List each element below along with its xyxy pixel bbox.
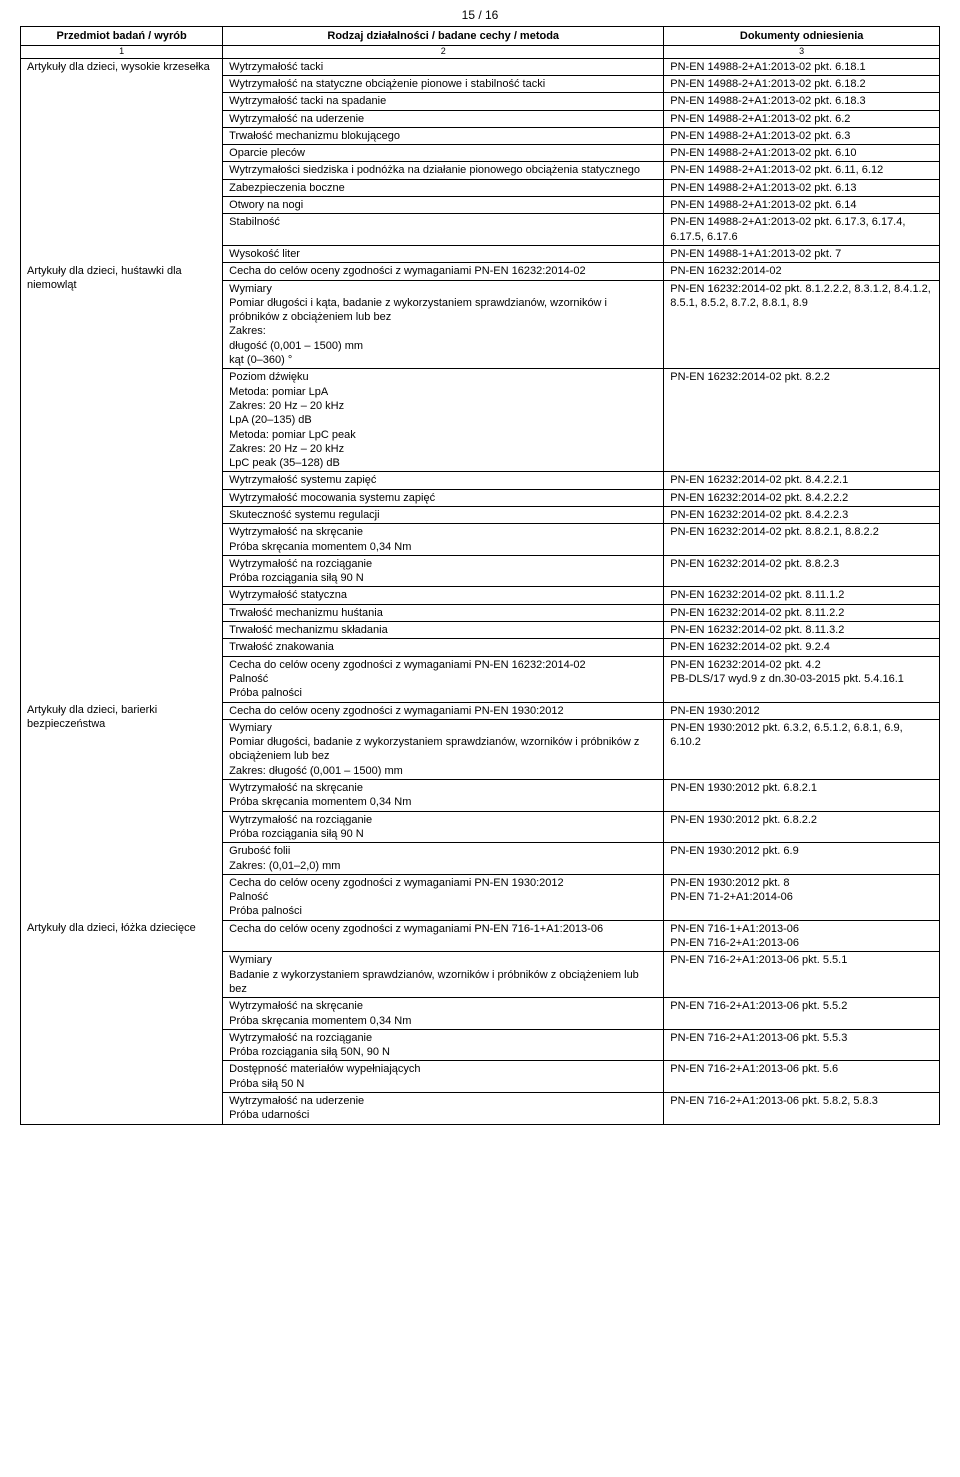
doc-cell: PN-EN 16232:2014-02 pkt. 8.8.2.1, 8.8.2.… bbox=[664, 524, 940, 556]
doc-cell: PN-EN 16232:2014-02 pkt. 4.2 PB-DLS/17 w… bbox=[664, 656, 940, 702]
method-cell: Cecha do celów oceny zgodności z wymagan… bbox=[223, 702, 664, 719]
subject-cell: Artykuły dla dzieci, wysokie krzesełka bbox=[21, 58, 223, 263]
doc-cell: PN-EN 16232:2014-02 pkt. 8.4.2.2.1 bbox=[664, 472, 940, 489]
doc-cell: PN-EN 716-2+A1:2013-06 pkt. 5.5.1 bbox=[664, 952, 940, 998]
method-cell: Wysokość liter bbox=[223, 245, 664, 262]
method-cell: Wytrzymałość systemu zapięć bbox=[223, 472, 664, 489]
method-cell: Cecha do celów oceny zgodności z wymagan… bbox=[223, 874, 664, 920]
col-header-method: Rodzaj działalności / badane cechy / met… bbox=[223, 27, 664, 46]
method-cell: Wytrzymałość na rozciąganie Próba rozcią… bbox=[223, 811, 664, 843]
doc-cell: PN-EN 16232:2014-02 bbox=[664, 263, 940, 280]
col-header-subject: Przedmiot badań / wyrób bbox=[21, 27, 223, 46]
doc-cell: PN-EN 16232:2014-02 pkt. 9.2.4 bbox=[664, 639, 940, 656]
doc-cell: PN-EN 14988-2+A1:2013-02 pkt. 6.11, 6.12 bbox=[664, 162, 940, 179]
col-num-1: 1 bbox=[21, 46, 223, 59]
page-number: 15 / 16 bbox=[20, 8, 940, 22]
doc-cell: PN-EN 16232:2014-02 pkt. 8.4.2.2.3 bbox=[664, 507, 940, 524]
doc-cell: PN-EN 16232:2014-02 pkt. 8.4.2.2.2 bbox=[664, 489, 940, 506]
doc-cell: PN-EN 14988-2+A1:2013-02 pkt. 6.18.1 bbox=[664, 58, 940, 75]
doc-cell: PN-EN 14988-2+A1:2013-02 pkt. 6.18.2 bbox=[664, 75, 940, 92]
method-cell: Wytrzymałość tacki na spadanie bbox=[223, 93, 664, 110]
doc-table: Przedmiot badań / wyrób Rodzaj działalno… bbox=[20, 26, 940, 1125]
method-cell: Otwory na nogi bbox=[223, 197, 664, 214]
doc-cell: PN-EN 716-2+A1:2013-06 pkt. 5.5.2 bbox=[664, 998, 940, 1030]
doc-cell: PN-EN 14988-2+A1:2013-02 pkt. 6.13 bbox=[664, 179, 940, 196]
method-cell: Wytrzymałość na skręcanie Próba skręcani… bbox=[223, 998, 664, 1030]
col-header-docs: Dokumenty odniesienia bbox=[664, 27, 940, 46]
method-cell: Wytrzymałość tacki bbox=[223, 58, 664, 75]
doc-cell: PN-EN 14988-2+A1:2013-02 pkt. 6.17.3, 6.… bbox=[664, 214, 940, 246]
doc-cell: PN-EN 14988-2+A1:2013-02 pkt. 6.18.3 bbox=[664, 93, 940, 110]
method-cell: Skuteczność systemu regulacji bbox=[223, 507, 664, 524]
doc-cell: PN-EN 1930:2012 pkt. 6.3.2, 6.5.1.2, 6.8… bbox=[664, 719, 940, 779]
method-cell: Wymiary Badanie z wykorzystaniem sprawdz… bbox=[223, 952, 664, 998]
method-cell: Dostępność materiałów wypełniających Pró… bbox=[223, 1061, 664, 1093]
doc-cell: PN-EN 14988-2+A1:2013-02 pkt. 6.3 bbox=[664, 127, 940, 144]
method-cell: Zabezpieczenia boczne bbox=[223, 179, 664, 196]
method-cell: Cecha do celów oceny zgodności z wymagan… bbox=[223, 656, 664, 702]
method-cell: Stabilność bbox=[223, 214, 664, 246]
doc-cell: PN-EN 16232:2014-02 pkt. 8.11.3.2 bbox=[664, 622, 940, 639]
doc-cell: PN-EN 716-2+A1:2013-06 pkt. 5.6 bbox=[664, 1061, 940, 1093]
subject-cell: Artykuły dla dzieci, huśtawki dla niemow… bbox=[21, 263, 223, 702]
method-cell: Wytrzymałość mocowania systemu zapięć bbox=[223, 489, 664, 506]
col-num-3: 3 bbox=[664, 46, 940, 59]
method-cell: Wytrzymałość statyczna bbox=[223, 587, 664, 604]
doc-cell: PN-EN 16232:2014-02 pkt. 8.1.2.2.2, 8.3.… bbox=[664, 280, 940, 369]
doc-cell: PN-EN 716-2+A1:2013-06 pkt. 5.8.2, 5.8.3 bbox=[664, 1092, 940, 1124]
method-cell: Trwałość znakowania bbox=[223, 639, 664, 656]
method-cell: Wymiary Pomiar długości, badanie z wykor… bbox=[223, 719, 664, 779]
method-cell: Wytrzymałości siedziska i podnóżka na dz… bbox=[223, 162, 664, 179]
method-cell: Cecha do celów oceny zgodności z wymagan… bbox=[223, 263, 664, 280]
doc-cell: PN-EN 1930:2012 bbox=[664, 702, 940, 719]
method-cell: Wytrzymałość na uderzenie Próba udarnośc… bbox=[223, 1092, 664, 1124]
doc-cell: PN-EN 1930:2012 pkt. 6.8.2.2 bbox=[664, 811, 940, 843]
doc-cell: PN-EN 716-1+A1:2013-06 PN-EN 716-2+A1:20… bbox=[664, 920, 940, 952]
doc-cell: PN-EN 716-2+A1:2013-06 pkt. 5.5.3 bbox=[664, 1029, 940, 1061]
doc-cell: PN-EN 1930:2012 pkt. 6.8.2.1 bbox=[664, 780, 940, 812]
subject-cell: Artykuły dla dzieci, barierki bezpieczeń… bbox=[21, 702, 223, 920]
doc-cell: PN-EN 1930:2012 pkt. 6.9 bbox=[664, 843, 940, 875]
method-cell: Cecha do celów oceny zgodności z wymagan… bbox=[223, 920, 664, 952]
col-num-2: 2 bbox=[223, 46, 664, 59]
subject-cell: Artykuły dla dzieci, łóżka dziecięce bbox=[21, 920, 223, 1124]
method-cell: Wytrzymałość na skręcanie Próba skręcani… bbox=[223, 524, 664, 556]
method-cell: Wytrzymałość na uderzenie bbox=[223, 110, 664, 127]
method-cell: Wytrzymałość na skręcanie Próba skręcani… bbox=[223, 780, 664, 812]
method-cell: Wymiary Pomiar długości i kąta, badanie … bbox=[223, 280, 664, 369]
method-cell: Trwałość mechanizmu składania bbox=[223, 622, 664, 639]
method-cell: Trwałość mechanizmu huśtania bbox=[223, 604, 664, 621]
method-cell: Wytrzymałość na rozciąganie Próba rozcią… bbox=[223, 555, 664, 587]
doc-cell: PN-EN 16232:2014-02 pkt. 8.11.1.2 bbox=[664, 587, 940, 604]
doc-cell: PN-EN 14988-1+A1:2013-02 pkt. 7 bbox=[664, 245, 940, 262]
method-cell: Oparcie pleców bbox=[223, 145, 664, 162]
doc-cell: PN-EN 16232:2014-02 pkt. 8.8.2.3 bbox=[664, 555, 940, 587]
doc-cell: PN-EN 16232:2014-02 pkt. 8.11.2.2 bbox=[664, 604, 940, 621]
method-cell: Wytrzymałość na statyczne obciążenie pio… bbox=[223, 75, 664, 92]
doc-cell: PN-EN 14988-2+A1:2013-02 pkt. 6.10 bbox=[664, 145, 940, 162]
method-cell: Grubość folii Zakres: (0,01–2,0) mm bbox=[223, 843, 664, 875]
doc-cell: PN-EN 16232:2014-02 pkt. 8.2.2 bbox=[664, 369, 940, 472]
method-cell: Poziom dźwięku Metoda: pomiar LpA Zakres… bbox=[223, 369, 664, 472]
doc-cell: PN-EN 1930:2012 pkt. 8 PN-EN 71-2+A1:201… bbox=[664, 874, 940, 920]
method-cell: Trwałość mechanizmu blokującego bbox=[223, 127, 664, 144]
doc-cell: PN-EN 14988-2+A1:2013-02 pkt. 6.14 bbox=[664, 197, 940, 214]
method-cell: Wytrzymałość na rozciąganie Próba rozcią… bbox=[223, 1029, 664, 1061]
doc-cell: PN-EN 14988-2+A1:2013-02 pkt. 6.2 bbox=[664, 110, 940, 127]
